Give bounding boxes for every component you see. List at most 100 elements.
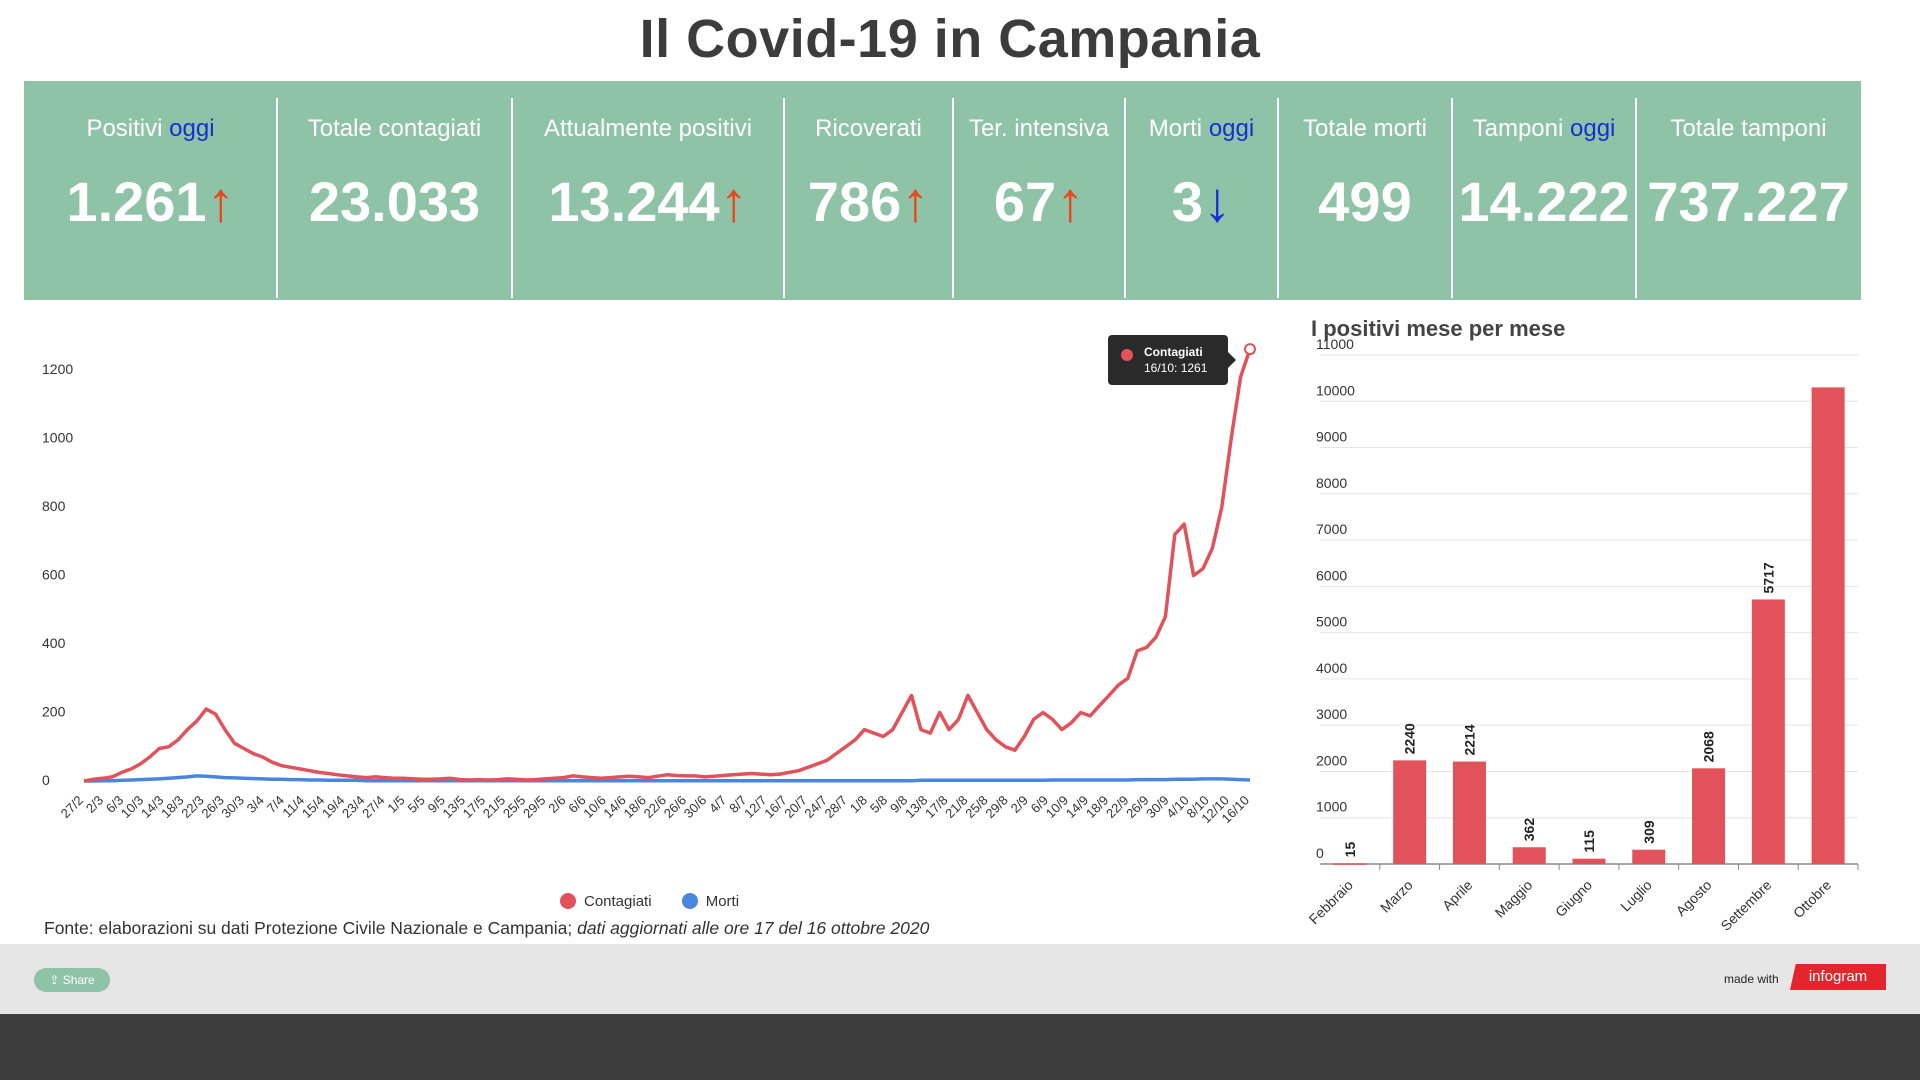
y-tick-label: 2000	[1316, 752, 1347, 768]
stat-value-number: 14.222	[1458, 170, 1630, 233]
stat-card: Totale morti 499	[1278, 81, 1452, 300]
stat-label-text: Totale contagiati	[307, 115, 482, 142]
stat-label: Morti oggi	[1125, 115, 1278, 143]
infogram-logo[interactable]: infogram	[1790, 964, 1886, 990]
y-tick-label: 0	[1316, 845, 1324, 861]
bar-aprile[interactable]	[1452, 761, 1486, 864]
stat-separator	[1635, 98, 1637, 298]
x-category-label: Febbraio	[1306, 877, 1357, 928]
legend-label: Morti	[705, 893, 740, 910]
x-category-label: Luglio	[1617, 877, 1655, 915]
arrow-down-icon: ↓	[1203, 170, 1232, 233]
bar-data-label: 309	[1641, 820, 1657, 844]
share-button[interactable]: ⇪ Share	[34, 968, 110, 992]
arrow-up-icon: ↑	[719, 170, 748, 233]
stat-label: Totale tamponi	[1636, 115, 1861, 143]
stat-label-text: Ter. intensiva	[968, 115, 1110, 142]
stat-label-text: Totale morti	[1302, 115, 1428, 142]
stat-value-number: 786	[807, 170, 902, 233]
series-line-morti[interactable]	[84, 774, 1251, 783]
y-tick-label: 4000	[1316, 660, 1347, 676]
bottom-dark-bar	[0, 1014, 1920, 1080]
stat-separator	[783, 98, 785, 298]
y-tick-label: 0	[42, 772, 50, 788]
y-tick-label: 200	[42, 704, 66, 720]
made-with-label: made with	[1724, 972, 1779, 986]
y-tick-label: 1200	[42, 361, 73, 377]
stat-value-number: 67	[993, 170, 1057, 233]
y-tick-label: 7000	[1316, 521, 1347, 537]
stat-value: 1.261↑	[24, 169, 277, 234]
y-tick-label: 5000	[1316, 614, 1347, 630]
stat-card: Tamponi oggi 14.222	[1452, 81, 1636, 300]
stat-label-highlight: oggi	[1570, 115, 1616, 142]
bar-marzo[interactable]	[1393, 760, 1427, 864]
y-tick-label: 10000	[1316, 382, 1355, 398]
stat-label-text: Tamponi	[1472, 115, 1564, 142]
page-title: Il Covid-19 in Campania	[639, 9, 1261, 69]
stat-label: Ricoverati	[784, 115, 953, 143]
x-tick-label: 27/4	[359, 793, 388, 822]
bar-ottobre[interactable]	[1811, 387, 1845, 864]
stat-card: Ricoverati 786↑	[784, 81, 953, 300]
source-update: dati aggiornati alle ore 17 del 16 ottob…	[577, 918, 930, 938]
share-icon: ⇪	[49, 973, 60, 987]
stat-value: 499	[1278, 169, 1452, 234]
y-tick-label: 8000	[1316, 475, 1347, 491]
x-category-label: Marzo	[1377, 877, 1416, 916]
stat-value: 23.033	[277, 169, 512, 234]
stat-value-number: 1.261	[66, 170, 207, 233]
bar-data-label: 362	[1521, 818, 1537, 842]
stat-label: Totale morti	[1278, 115, 1452, 143]
y-tick-label: 800	[42, 498, 66, 514]
legend-dot-morti	[681, 893, 698, 909]
x-category-label: Settembre	[1717, 877, 1774, 934]
stat-label: Ter. intensiva	[953, 115, 1125, 143]
stat-label: Totale contagiati	[277, 115, 512, 143]
stat-separator	[511, 98, 513, 298]
y-tick-label: 1000	[1316, 799, 1347, 815]
stat-card: Morti oggi 3↓	[1125, 81, 1278, 300]
stat-separator	[1451, 98, 1453, 298]
y-tick-label: 6000	[1316, 567, 1347, 583]
monthly-bar-chart: 0 1000 2000 3000 4000 5000 6000 7000 8000 9000 100…	[1306, 336, 1859, 934]
bar-giugno[interactable]	[1572, 858, 1606, 864]
tooltip-series-name: Contagiati	[1144, 345, 1203, 359]
stat-separator	[1277, 98, 1279, 298]
x-category-label: Agosto	[1673, 877, 1715, 919]
stat-value-number: 23.033	[308, 170, 481, 233]
y-tick-label: 11000	[1316, 336, 1354, 352]
stat-label-text: Totale tamponi	[1670, 115, 1827, 142]
stat-separator	[952, 98, 954, 298]
highlighted-point[interactable]	[1244, 343, 1256, 356]
bar-febbraio[interactable]	[1333, 863, 1367, 865]
bar-luglio[interactable]	[1632, 849, 1666, 864]
x-category-label: Giugno	[1552, 877, 1595, 920]
x-tick-label: 30/6	[681, 793, 710, 822]
stat-value-number: 737.227	[1647, 170, 1850, 233]
legend-dot-contagiati	[560, 893, 576, 909]
y-tick-label: 9000	[1316, 429, 1347, 445]
x-category-label: Ottobre	[1790, 877, 1834, 921]
source-note: Fonte: elaborazioni su dati Protezione C…	[44, 918, 929, 939]
stat-card: Attualmente positivi 13.244↑	[512, 81, 784, 300]
stat-card: Ter. intensiva 67↑	[953, 81, 1125, 300]
bar-data-label: 15	[1342, 842, 1358, 858]
legend-item-contagiati[interactable]: Contagiati	[560, 893, 652, 910]
bar-data-label: 2068	[1701, 731, 1717, 762]
bar-maggio[interactable]	[1512, 847, 1546, 864]
bar-settembre[interactable]	[1751, 599, 1785, 864]
y-tick-label: 3000	[1316, 706, 1347, 722]
bar-agosto[interactable]	[1692, 768, 1726, 864]
stats-panel: Positivi oggi 1.261↑ Totale contagiati 23.0…	[24, 81, 1861, 300]
stat-separator	[1124, 98, 1126, 298]
stat-value-number: 13.244	[548, 170, 720, 233]
stat-label-text: Ricoverati	[815, 115, 922, 142]
arrow-up-icon: ↑	[206, 170, 235, 233]
legend-item-morti[interactable]: Morti	[681, 893, 740, 910]
stat-label: Positivi oggi	[24, 115, 277, 143]
bar-data-label: 2214	[1461, 724, 1477, 755]
share-label: Share	[62, 973, 95, 987]
series-line-contagiati[interactable]	[83, 348, 1252, 783]
bar-data-label: 5717	[1760, 562, 1776, 593]
